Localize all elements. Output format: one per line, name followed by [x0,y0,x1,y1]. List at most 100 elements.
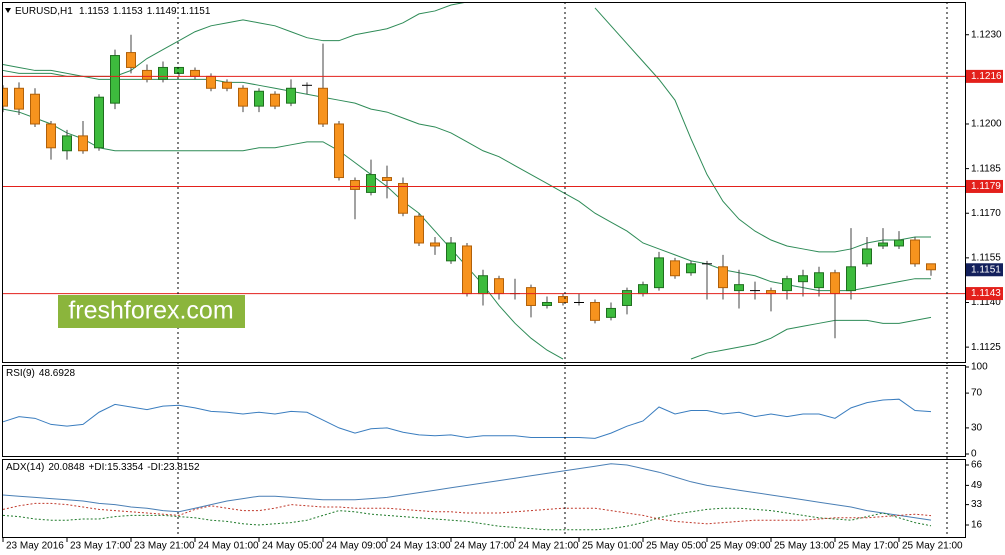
candle-body [926,263,936,271]
y-tick-label: 16 [971,520,983,531]
x-tick-label: 25 May 21:00 [902,541,963,552]
candle-body [782,278,792,292]
series-name: +DI: [89,462,108,473]
candle-body [14,87,24,110]
candle-body [894,239,904,247]
series-name: -DI: [147,462,163,473]
candle-body [94,96,104,149]
candle-body [734,284,744,292]
x-tick-label: 25 May 01:00 [582,541,643,552]
y-tick-label: 1.1230 [971,29,1002,40]
candle-body [606,307,616,318]
candle-body [846,266,856,292]
candle-body [830,272,840,295]
level-label: 1.1179 [971,181,1001,192]
ohlc-open: 1.1153 [79,6,109,17]
x-tick-label: 24 May 09:00 [326,541,387,552]
candle-body [798,275,808,283]
last-price-box [966,263,1003,277]
x-tick-label: 25 May 05:00 [646,541,707,552]
candle-body [334,123,344,179]
candle-body [718,266,728,289]
candle-body [814,272,824,289]
candle-body [462,245,472,295]
candle-body [126,52,136,68]
candle-body [590,301,600,321]
candle-body [654,257,664,289]
symbol-header: EURUSD,H1 1.1153 1.1153 1.1149 1.1151 [15,6,211,17]
y-tick-label: 1.1140 [971,297,1001,308]
candle-body [622,290,632,306]
candle-body [222,81,232,89]
rsi-frame [2,365,966,457]
y-tick-label: 70 [971,388,983,399]
y-tick-label: 1.1200 [971,119,1002,130]
candle-body [254,90,264,107]
candle-body [30,93,40,125]
adx-frame [2,459,966,538]
ohlc-low: 1.1149 [147,6,177,17]
candle-body [174,66,184,74]
level-label-box [966,179,1003,193]
candle-body [670,260,680,277]
y-tick-label: 30 [971,423,983,434]
candle-body [62,135,72,152]
candle-body [910,239,920,265]
level-label: 1.1143 [971,288,1001,299]
x-tick-label: 25 May 17:00 [838,541,899,552]
candle-body [446,242,456,262]
rsi-panel [2,398,932,439]
x-tick-label: 23 May 21:00 [134,541,195,552]
overlay: 1.12301.12151.12001.11851.11701.11551.11… [2,6,1003,552]
adx-panel [2,463,932,531]
level-label-box [966,287,1003,301]
level-label-box [966,69,1003,83]
y-tick-label: 1.1155 [971,253,1001,264]
y-tick-label: 1.1170 [971,208,1001,219]
candle-body [78,135,88,152]
candle-body [398,182,408,214]
last-price-label: 1.1151 [971,264,1001,275]
candle-body [366,174,376,193]
series-value: 23.8152 [163,462,200,473]
x-tick-label: 25 May 13:00 [774,541,835,552]
candle-body [526,287,536,306]
candle-body [862,248,872,265]
indicator-value: 48.6928 [39,368,76,379]
x-tick-label: 24 May 13:00 [390,541,451,552]
candle-body [686,263,696,274]
candle-body [46,123,56,149]
candle-body [318,87,328,125]
candle-body [158,66,168,80]
watermark: freshforex.com [68,297,233,325]
candle-body [286,87,296,104]
ohlc-close: 1.1151 [181,6,211,17]
candle-body [494,278,504,295]
candle-body [270,93,280,107]
x-tick-label: 24 May 17:00 [454,541,515,552]
candle-body [478,275,488,295]
candle-body [238,87,248,107]
candle-body [110,55,120,104]
y-tick-label: 0 [971,449,977,460]
y-tick-label: 66 [971,460,983,471]
menu-triangle [5,8,11,13]
x-tick-label: 25 May 09:00 [710,541,771,552]
x-tick-label: 23 May 2016 [6,541,64,552]
candle-body [558,296,568,303]
indicator-header: ADX(14) 20.0848 +DI:15.3354 -DI:23.8152 [6,462,200,473]
candle-body [142,69,152,80]
candle-body [190,69,200,77]
x-tick-label: 23 May 17:00 [70,541,131,552]
candle-body [430,242,440,247]
y-tick-label: 49 [971,480,983,491]
x-tick-label: 24 May 21:00 [518,541,579,552]
candle-body [414,215,424,244]
candle-body [206,75,216,89]
indicator-header: RSI(9) 48.6928 [6,368,75,379]
indicator-name: RSI(9) [6,368,35,379]
y-tick-label: 1.1185 [971,163,1001,174]
watermark-box [58,295,245,328]
y-tick-label: 33 [971,499,983,510]
